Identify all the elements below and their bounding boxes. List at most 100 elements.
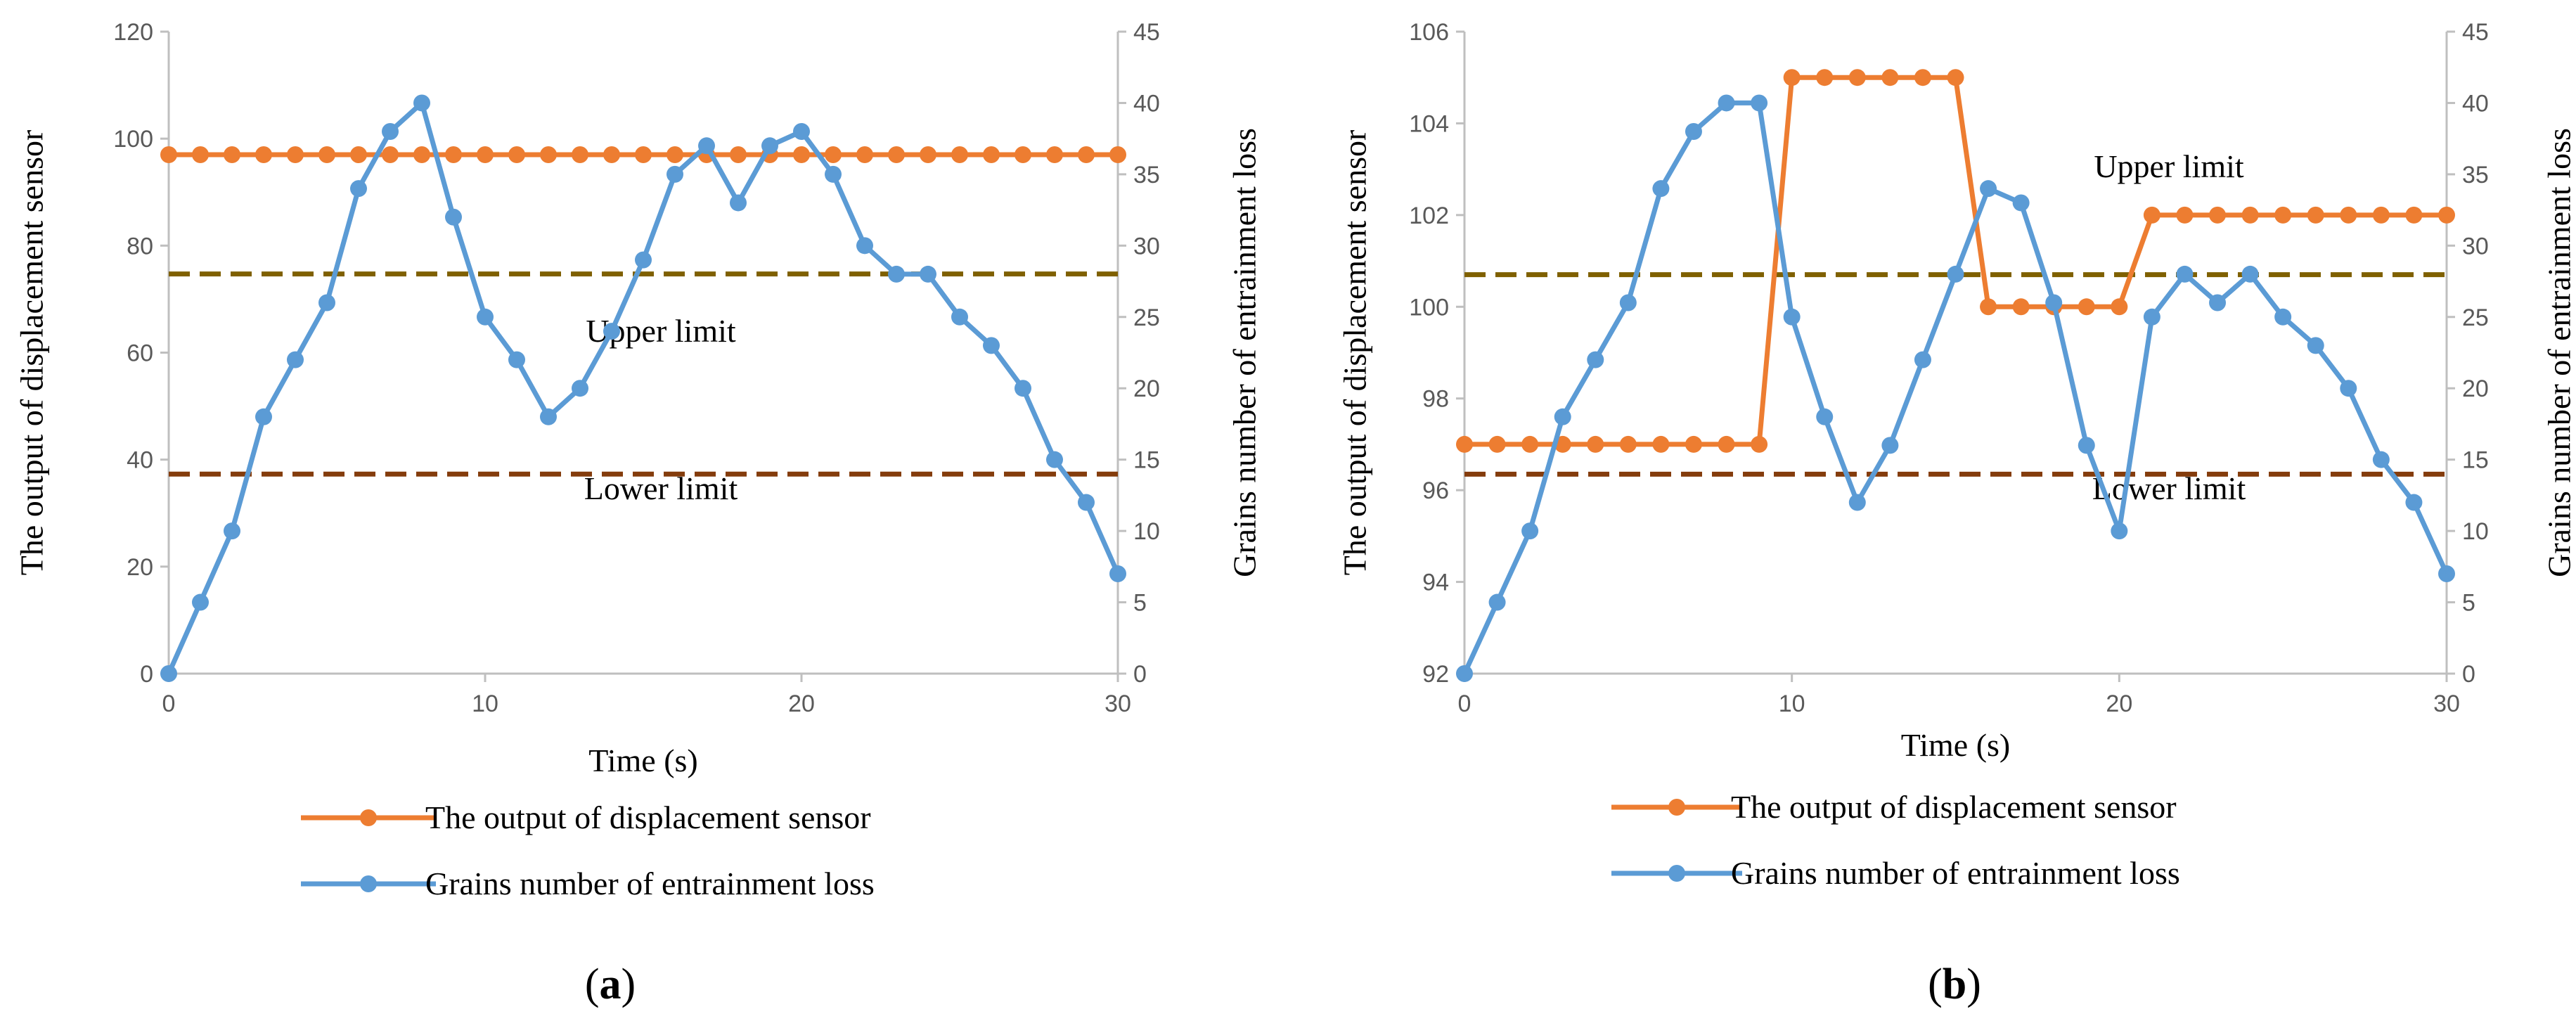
entrainment-loss-point (1521, 522, 1539, 540)
displacement-sensor-point (1619, 435, 1637, 453)
y2-tick-label: 45 (2462, 19, 2489, 46)
y2-tick-label: 15 (2462, 447, 2489, 474)
panel-label-close-paren: ) (1966, 960, 1981, 1008)
entrainment-loss-point (2045, 294, 2063, 311)
panel-label-open-paren: ( (1928, 960, 1943, 1008)
y2-tick-label: 20 (2462, 375, 2489, 402)
y-tick-label: 96 (1422, 477, 1449, 504)
displacement-sensor-point (445, 146, 462, 163)
legend-label-displacement: The output of displacement sensor (425, 799, 871, 835)
y-tick-label: 104 (1409, 110, 1449, 137)
y-tick-label: 40 (127, 447, 153, 474)
entrainment-loss-point (666, 165, 683, 183)
panel-label-letter: a (600, 960, 622, 1008)
entrainment-loss-point (951, 308, 968, 326)
entrainment-loss-point (224, 522, 240, 540)
displacement-sensor-point (287, 146, 304, 163)
entrainment-loss-point (1816, 408, 1834, 425)
displacement-sensor-point (318, 146, 335, 163)
y2-tick-label: 5 (2462, 590, 2475, 617)
y2-axis-title: Grains number of entrainment loss (1227, 128, 1263, 577)
displacement-sensor-point (1587, 435, 1604, 453)
displacement-sensor-point (2274, 206, 2292, 224)
displacement-sensor-point (1980, 298, 1997, 316)
lower-limit-label: Lower limit (584, 470, 738, 506)
entrainment-loss-point (1947, 265, 1964, 283)
series-displacement-sensor (160, 146, 1126, 163)
displacement-sensor-point (382, 146, 399, 163)
x-tick-label: 20 (788, 690, 815, 717)
displacement-sensor-point (1456, 435, 1473, 453)
displacement-sensor-point (635, 146, 652, 163)
y-axis-title: The output of displacement sensor (14, 130, 50, 576)
y-tick-label: 120 (113, 19, 153, 46)
panel-label-open-paren: ( (585, 960, 600, 1008)
lower-limit-label: Lower limit (2092, 470, 2246, 506)
y-tick-label: 94 (1422, 570, 1449, 596)
chart-panel-a: 0 20 40 60 80 100 120 0 5 10 15 20 25 30 35 40 45 0 10 20 30… (14, 19, 1263, 1008)
y2-tick-label: 35 (2462, 162, 2489, 188)
displacement-sensor-point (888, 146, 905, 163)
displacement-sensor-point (920, 146, 936, 163)
x-tick-label: 0 (162, 690, 176, 717)
entrainment-loss-point (2143, 308, 2160, 326)
entrainment-loss-point (1914, 351, 1931, 368)
entrainment-loss-point (572, 380, 588, 397)
displacement-sensor-point (192, 146, 209, 163)
displacement-sensor-point (1718, 435, 1735, 453)
displacement-sensor-point (951, 146, 968, 163)
entrainment-loss-point (2438, 565, 2455, 582)
y-tick-label: 98 (1422, 386, 1449, 413)
entrainment-loss-point (2078, 437, 2095, 454)
displacement-sensor-point (603, 146, 620, 163)
entrainment-loss-point (1848, 494, 1866, 511)
x-tick-label: 10 (472, 690, 498, 717)
entrainment-loss-point (2209, 294, 2227, 311)
entrainment-loss-point (888, 265, 905, 283)
legend-marker-displacement (1668, 799, 1685, 816)
y2-tick-label: 35 (1133, 162, 1160, 188)
displacement-sensor-point (856, 146, 873, 163)
entrainment-loss-point (2274, 308, 2292, 326)
displacement-sensor-point (572, 146, 588, 163)
displacement-sensor-point (1751, 435, 1768, 453)
entrainment-loss-point (1078, 494, 1095, 511)
displacement-sensor-point (2372, 206, 2390, 224)
displacement-sensor-point (1488, 435, 1506, 453)
y-tick-label: 100 (1409, 294, 1449, 321)
entrainment-loss-point (730, 194, 747, 212)
legend-marker-displacement (360, 809, 377, 826)
entrainment-loss-point (2176, 265, 2194, 283)
entrainment-loss-point (1046, 451, 1063, 468)
displacement-sensor-point (2438, 206, 2455, 224)
displacement-sensor-point (2405, 206, 2423, 224)
series-entrainment-loss (1456, 94, 2455, 682)
entrainment-loss-point (856, 237, 873, 255)
displacement-sensor-point (1652, 435, 1670, 453)
x-tick-label: 20 (2106, 690, 2132, 717)
legend: The output of displacement sensor Grains … (301, 799, 875, 901)
legend-marker-entrainment (360, 875, 377, 892)
displacement-sensor-point (413, 146, 430, 163)
displacement-sensor-point (224, 146, 240, 163)
entrainment-loss-point (1980, 180, 1997, 198)
displacement-sensor-point (793, 146, 810, 163)
displacement-sensor-point (350, 146, 367, 163)
entrainment-loss-point (983, 337, 1000, 354)
displacement-sensor-point (2078, 298, 2095, 316)
displacement-sensor-point (825, 146, 842, 163)
entrainment-loss-point (2111, 522, 2128, 540)
entrainment-loss-point (1456, 665, 1473, 682)
y-tick-label: 20 (127, 554, 153, 581)
displacement-sensor-point (666, 146, 683, 163)
y2-tick-label: 40 (1133, 90, 1160, 117)
panel-label-letter: b (1943, 960, 1966, 1008)
legend-label-entrainment: Grains number of entrainment loss (425, 866, 875, 901)
entrainment-loss-point (540, 408, 557, 425)
entrainment-loss-point (1881, 437, 1899, 454)
displacement-sensor-point (1783, 69, 1801, 86)
entrainment-loss-point (2405, 494, 2423, 511)
entrainment-loss-point (1554, 408, 1571, 425)
displacement-sensor-point (2143, 206, 2160, 224)
